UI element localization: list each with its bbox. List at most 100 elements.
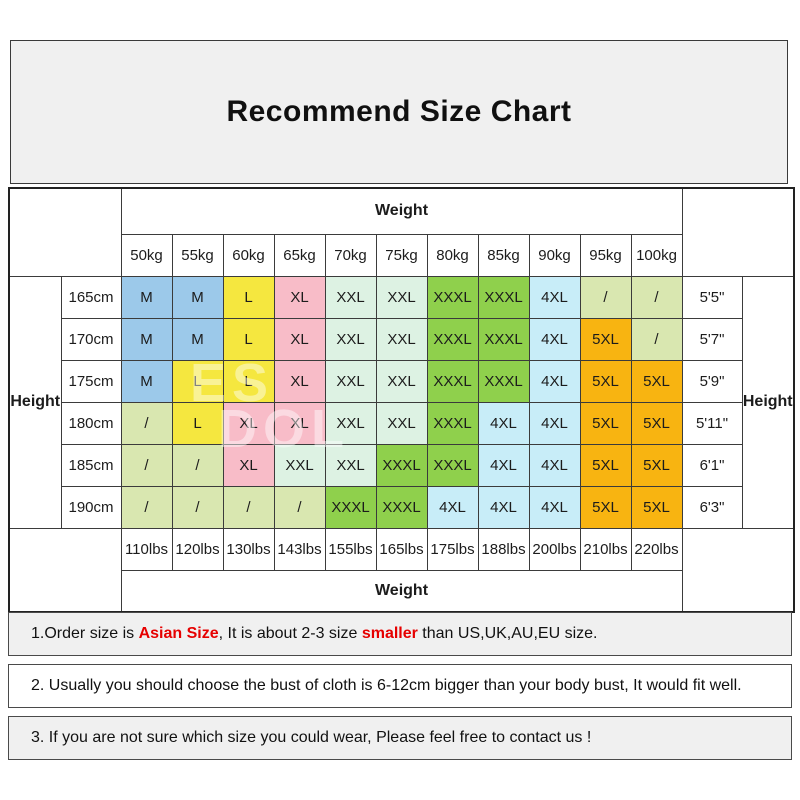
- corner-top-right: [681, 187, 795, 277]
- size-cell: /: [120, 443, 173, 487]
- height-side-label-left: Height: [8, 275, 62, 529]
- weight-footer-row: Weight: [9, 569, 794, 613]
- size-cell: XXXL: [477, 275, 530, 319]
- size-cell: XL: [222, 443, 275, 487]
- size-cell: XXXL: [426, 317, 479, 361]
- note-text: smaller: [361, 625, 418, 642]
- size-cell: XL: [273, 359, 326, 403]
- note-text: Asian Size: [138, 625, 219, 642]
- size-row: 170cm M M L XL XXL XXL XXXL XXXL 4XL 5XL/5'7": [9, 317, 794, 361]
- size-cell: 4XL: [528, 275, 581, 319]
- size-cell: M: [171, 275, 224, 319]
- size-cell: 5XL: [579, 359, 632, 403]
- size-cell: 4XL: [477, 485, 530, 529]
- size-cell: M: [171, 317, 224, 361]
- note-1: 1.Order size is Asian Size, It is about …: [8, 612, 792, 656]
- kg-label: 80kg: [426, 233, 479, 277]
- note-text: 1.Order size is: [31, 625, 139, 642]
- height-cm-label: 165cm: [60, 275, 122, 319]
- size-cell: XXL: [273, 443, 326, 487]
- size-row: 180cm / L XL XL XXL XXL XXXL 4XL 4XL 5XL 5XL 5'11": [9, 401, 794, 445]
- size-cell: XXXL: [426, 401, 479, 445]
- size-cell: 5XL: [579, 401, 632, 445]
- kg-label: 50kg: [120, 233, 173, 277]
- size-cell: L: [171, 359, 224, 403]
- note-text: 3. If you are not sure which size you co…: [31, 729, 592, 746]
- lbs-label: 220lbs: [630, 527, 683, 571]
- lbs-label: 165lbs: [375, 527, 428, 571]
- lbs-label: 143lbs: [273, 527, 326, 571]
- weight-footer-label: Weight: [120, 569, 683, 613]
- size-cell: /: [630, 317, 683, 361]
- height-ft-label: 5'5": [681, 275, 743, 319]
- size-cell: XXXL: [477, 317, 530, 361]
- height-ft-label: 6'1": [681, 443, 743, 487]
- size-cell: XXL: [324, 443, 377, 487]
- size-cell: 5XL: [630, 485, 683, 529]
- corner-bottom-left: [8, 527, 122, 613]
- size-cell: XXL: [324, 359, 377, 403]
- size-cell: L: [171, 401, 224, 445]
- weight-lbs-row: 110lbs 120lbs 130lbs 143lbs 155lbs 165lbs 175l…: [8, 527, 795, 613]
- size-row: 185cm / / XL XXL XXL XXXL XXXL 4XL 4XL 5XL 5XL 6'1": [9, 443, 794, 487]
- size-cell: XXL: [375, 401, 428, 445]
- kg-label: 55kg: [171, 233, 224, 277]
- height-cm-label: 170cm: [60, 317, 122, 361]
- kg-label: 85kg: [477, 233, 530, 277]
- size-cell: XL: [273, 275, 326, 319]
- corner-bottom-right: [681, 527, 795, 613]
- lbs-label: 188lbs: [477, 527, 530, 571]
- note-text: 2. Usually you should choose the bust of…: [31, 677, 742, 694]
- size-cell: XXXL: [477, 359, 530, 403]
- height-cm-label: 175cm: [60, 359, 122, 403]
- lbs-label: 120lbs: [171, 527, 224, 571]
- size-row: 190cm / / / / XXXL XXXL 4XL 4XL 4XL 5XL 5XL 6'3": [9, 485, 794, 529]
- weight-kg-row: 50kg 55kg 60kg 65kg 70kg 75kg 80kg 85kg 90kg 95kg…: [9, 233, 794, 277]
- size-cell: XL: [222, 401, 275, 445]
- height-cm-label: 190cm: [60, 485, 122, 529]
- size-cell: XXL: [375, 359, 428, 403]
- size-chart-body: Weight 50kg 55kg 60kg 65kg 70kg 75kg 80kg 85kg 9…: [8, 187, 795, 613]
- size-cell: XXL: [324, 317, 377, 361]
- lbs-label: 110lbs: [120, 527, 173, 571]
- size-cell: L: [222, 317, 275, 361]
- size-cell: 5XL: [630, 443, 683, 487]
- size-cell: XXL: [375, 317, 428, 361]
- lbs-label: 200lbs: [528, 527, 581, 571]
- size-cell: 5XL: [579, 443, 632, 487]
- lbs-label: 130lbs: [222, 527, 275, 571]
- lbs-label: 155lbs: [324, 527, 377, 571]
- size-cell: /: [120, 485, 173, 529]
- size-cell: 5XL: [630, 401, 683, 445]
- kg-label: 100kg: [630, 233, 683, 277]
- size-cell: M: [120, 275, 173, 319]
- notes-section: 1.Order size is Asian Size, It is about …: [8, 612, 792, 768]
- size-cell: XXL: [324, 401, 377, 445]
- size-cell: XXL: [375, 275, 428, 319]
- size-cell: /: [273, 485, 326, 529]
- size-cell: XL: [273, 317, 326, 361]
- kg-label: 70kg: [324, 233, 377, 277]
- size-cell: 4XL: [477, 401, 530, 445]
- note-2: 2. Usually you should choose the bust of…: [8, 664, 792, 708]
- size-cell: M: [120, 359, 173, 403]
- height-cm-label: 180cm: [60, 401, 122, 445]
- size-row: Height 165cm M M L XL XXL XXL XXXL XXXL 4XL //5'5" H…: [8, 275, 795, 529]
- lbs-label: 175lbs: [426, 527, 479, 571]
- size-cell: XL: [273, 401, 326, 445]
- size-cell: /: [120, 401, 173, 445]
- size-cell: 4XL: [528, 359, 581, 403]
- note-3: 3. If you are not sure which size you co…: [8, 716, 792, 760]
- size-cell: M: [120, 317, 173, 361]
- size-row: 175cm M L L XL XXL XXL XXXL XXXL 4XL 5XL 5XL 5'9": [9, 359, 794, 403]
- size-cell: XXXL: [324, 485, 377, 529]
- size-cell: 4XL: [528, 401, 581, 445]
- size-cell: XXXL: [375, 485, 428, 529]
- size-cell: 5XL: [579, 485, 632, 529]
- note-text: than US,UK,AU,EU size.: [417, 625, 598, 642]
- height-ft-label: 6'3": [681, 485, 743, 529]
- height-ft-label: 5'7": [681, 317, 743, 361]
- kg-label: 60kg: [222, 233, 275, 277]
- size-cell: L: [222, 275, 275, 319]
